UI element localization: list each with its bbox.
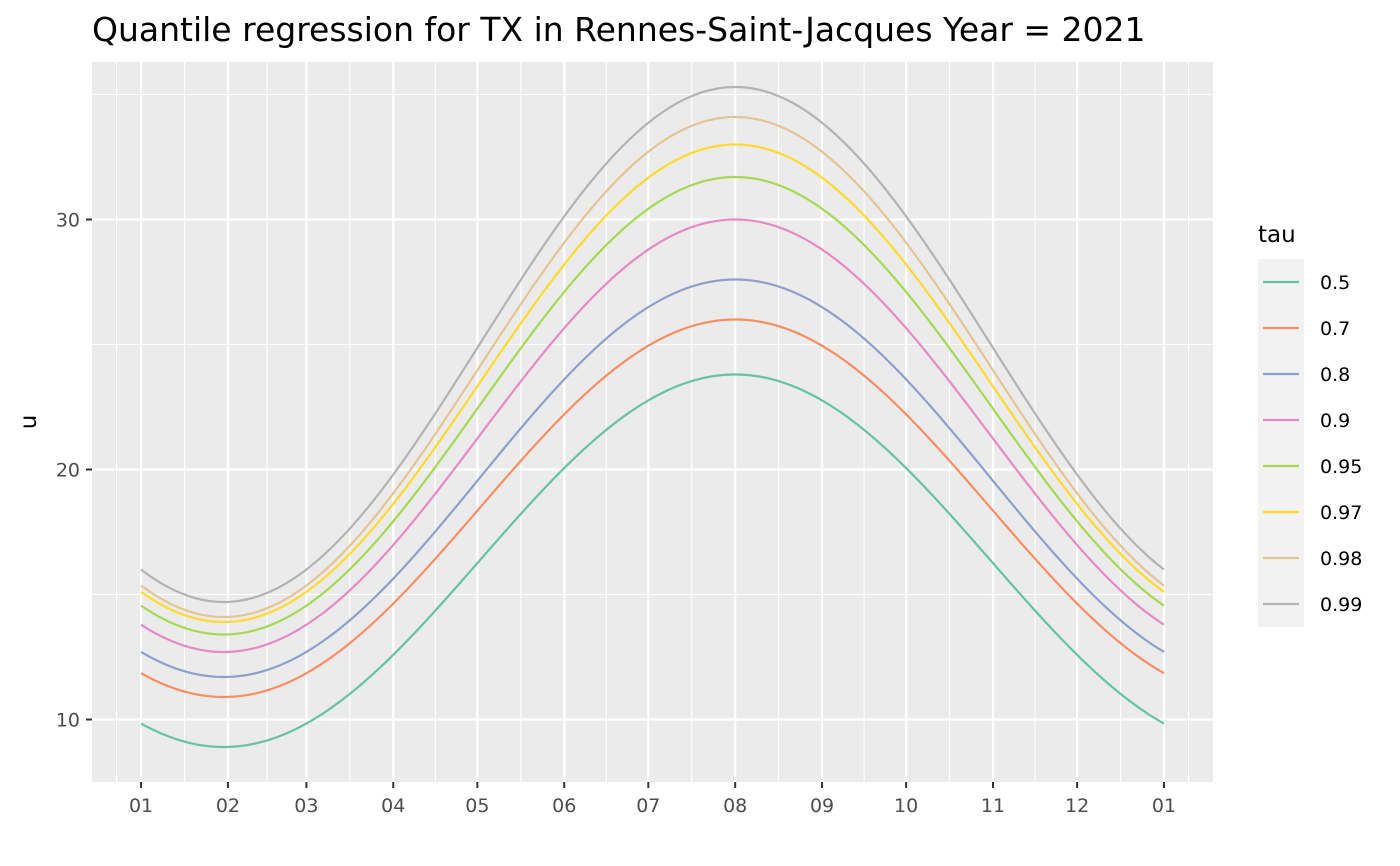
- minor-gridlines: [92, 62, 1213, 782]
- legend-label-0.7: 0.7: [1320, 318, 1350, 340]
- legend-label-0.5: 0.5: [1320, 272, 1350, 294]
- plot-panel: [92, 62, 1213, 782]
- series-lines: [140, 85, 1165, 749]
- legend-title: tau: [1258, 222, 1296, 248]
- x-tick-label: 11: [981, 795, 1005, 817]
- x-tick-label: 02: [216, 795, 240, 817]
- x-tick-label: 01: [1152, 795, 1176, 817]
- y-tick-label: 10: [56, 710, 80, 732]
- legend-label-0.8: 0.8: [1320, 364, 1350, 386]
- y-tick-label: 30: [56, 210, 80, 232]
- legend-items: 0.5 0.7 0.8 0.9 0.95 0.97 0.98 0.99: [1263, 272, 1362, 616]
- x-tick-label: 05: [465, 795, 489, 817]
- y-tick-label: 20: [56, 460, 80, 482]
- legend-label-0.99: 0.99: [1320, 594, 1362, 616]
- series-line-0.9: [140, 218, 1165, 654]
- legend-key-background: [1258, 259, 1304, 627]
- legend-label-0.98: 0.98: [1320, 548, 1362, 570]
- chart-title: Quantile regression for TX in Rennes-Sai…: [92, 10, 1146, 49]
- series-line-0.97: [140, 143, 1165, 624]
- series-line-0.8: [140, 278, 1165, 679]
- x-tick-label: 08: [723, 795, 747, 817]
- x-tick-label: 09: [810, 795, 834, 817]
- x-tick-label: 07: [636, 795, 660, 817]
- series-line-0.98: [140, 115, 1165, 619]
- legend-label-0.95: 0.95: [1320, 456, 1362, 478]
- legend-label-0.9: 0.9: [1320, 410, 1350, 432]
- series-line-0.95: [140, 175, 1165, 636]
- series-line-0.99: [140, 85, 1165, 604]
- x-axis: 01 02 03 04 05 06 07 08 09 10 11 12 01: [129, 782, 1176, 817]
- legend: tau 0.5 0.7 0.8 0.9 0.95 0.97 0.98 0.99: [1258, 222, 1362, 627]
- series-line-0.7: [140, 318, 1165, 699]
- x-tick-label: 06: [552, 795, 576, 817]
- x-tick-label: 01: [129, 795, 153, 817]
- x-tick-label: 04: [381, 795, 405, 817]
- y-axis: 10 20 30: [56, 210, 92, 732]
- x-tick-label: 12: [1065, 795, 1089, 817]
- series-line-0.5: [140, 373, 1165, 749]
- legend-label-0.97: 0.97: [1320, 502, 1362, 524]
- y-axis-title: u: [16, 415, 42, 430]
- x-tick-label: 10: [894, 795, 918, 817]
- major-gridlines: [92, 62, 1213, 782]
- x-tick-label: 03: [294, 795, 318, 817]
